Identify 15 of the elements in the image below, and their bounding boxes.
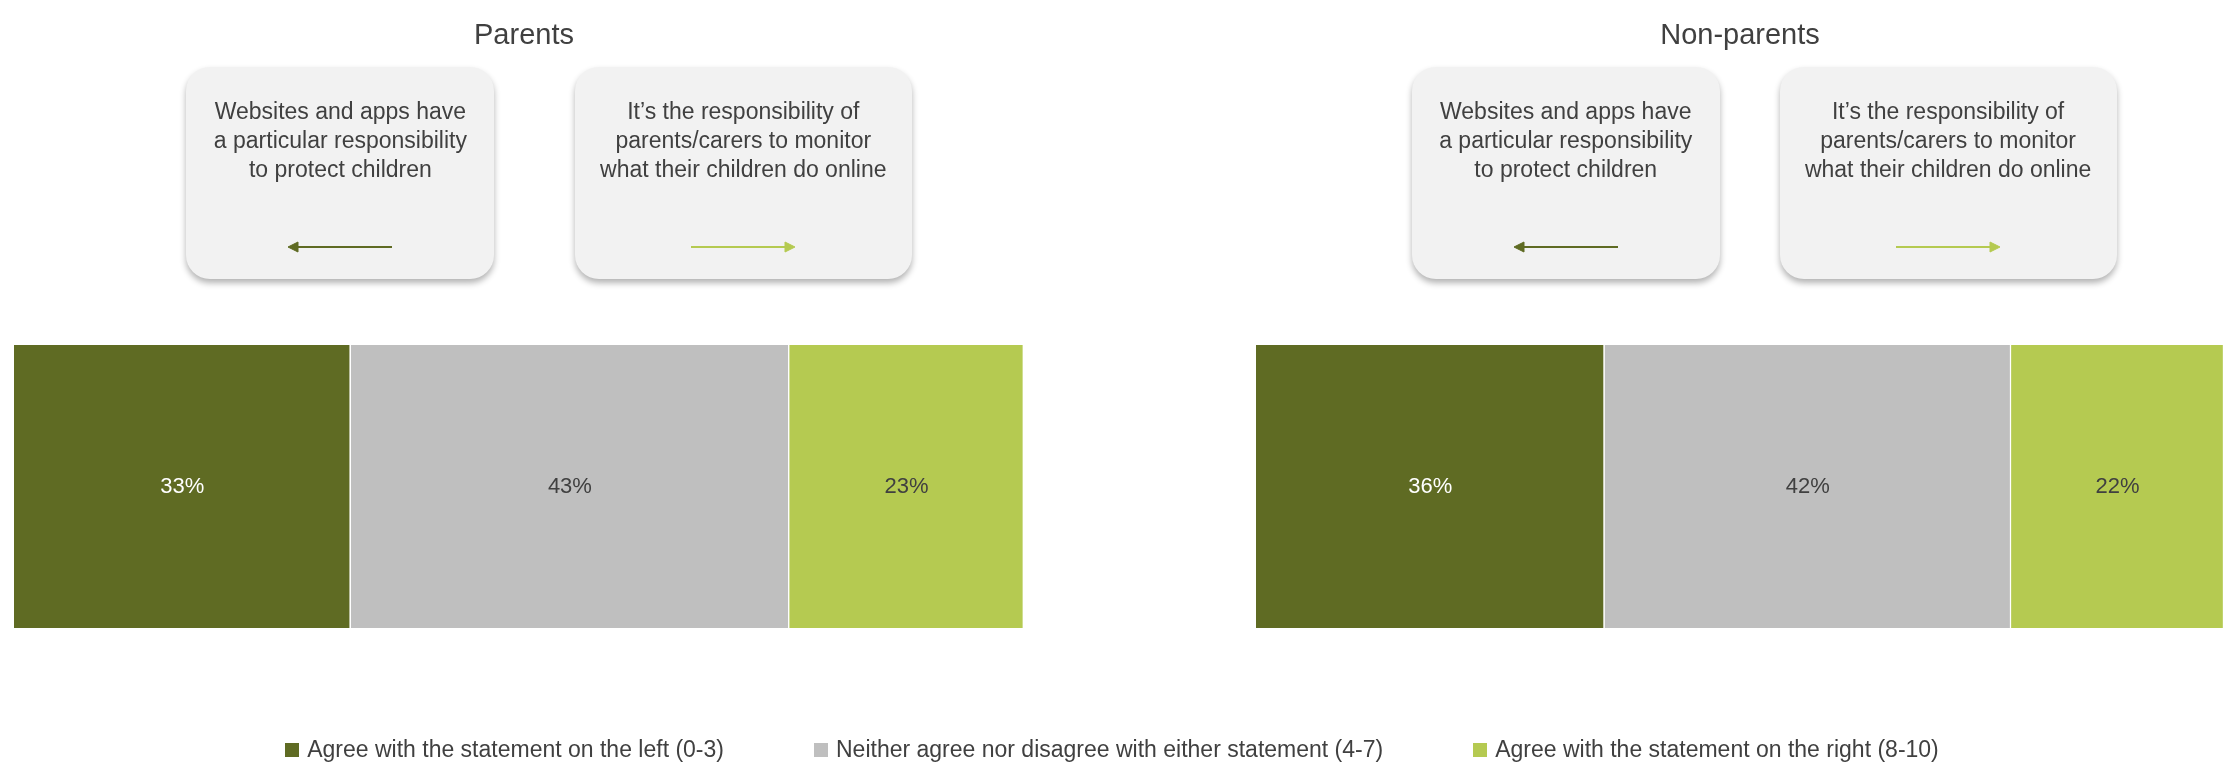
chart-title: Parents: [473, 18, 575, 51]
legend-label: Agree with the statement on the left (0-3): [307, 736, 724, 763]
text: It’s the responsibility of parents/carers to monitor what their children do online: [1803, 97, 2093, 184]
chart-title: Non-parents: [1659, 18, 1821, 51]
data-label: 43%: [547, 472, 592, 498]
text: Websites and apps have a particular responsibility to protect children: [1438, 97, 1694, 184]
data-label: 22%: [2095, 472, 2140, 498]
legend-label: Neither agree nor disagree with either statement (4-7): [835, 736, 1384, 763]
legend-label: Agree with the statement on the right (8-10): [1495, 736, 1939, 763]
data-label: 42%: [1785, 472, 1830, 498]
data-label: 36%: [1408, 472, 1453, 498]
text: It’s the responsibility of parents/carers to monitor what their children do online: [599, 97, 888, 184]
text: Websites and apps have a particular responsibility to protect children: [212, 97, 468, 184]
data-label: 33%: [160, 472, 205, 498]
data-label: 23%: [884, 472, 929, 498]
